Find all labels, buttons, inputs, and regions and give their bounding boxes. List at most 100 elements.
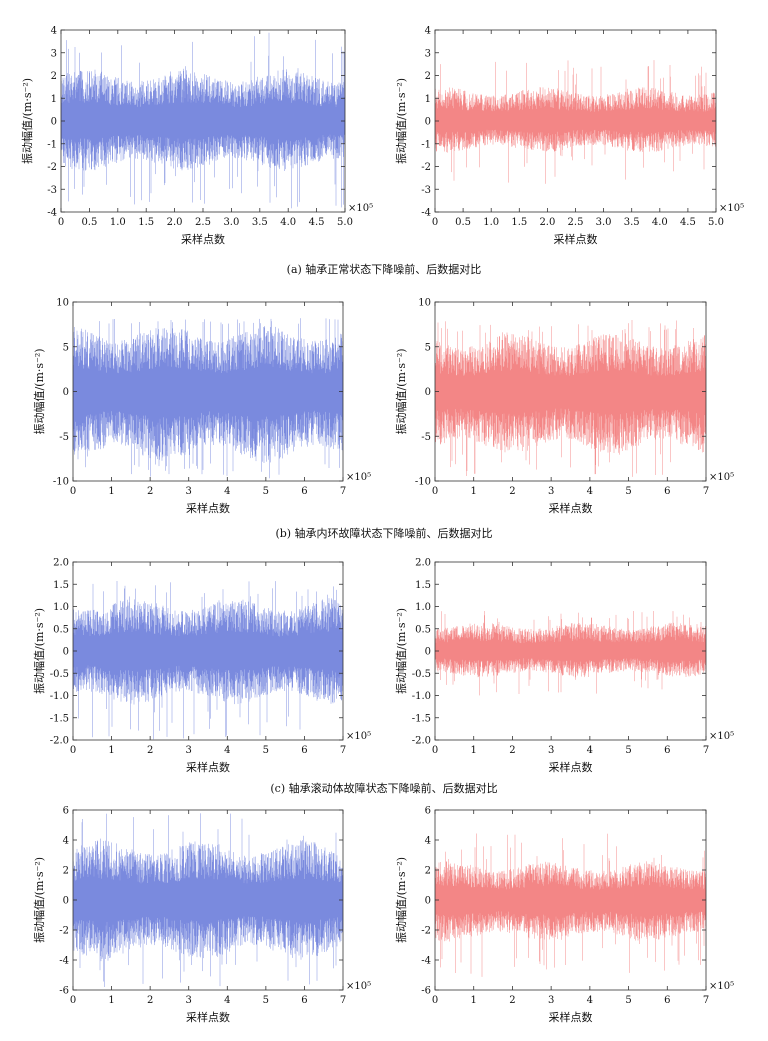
- x-tick-label: 2.5: [568, 217, 584, 228]
- x-tick-label: 0: [432, 745, 438, 756]
- y-tick-label: -2.0: [50, 736, 69, 747]
- signal-series-b-before: [73, 318, 343, 479]
- x-tick-label: 2: [147, 486, 153, 497]
- x-tick-label: 3: [548, 745, 554, 756]
- y-tick-label: -1.0: [412, 691, 431, 702]
- y-tick-label: 2: [51, 71, 57, 82]
- y-tick-label: 4: [63, 836, 69, 847]
- y-tick-label: 0: [63, 896, 69, 907]
- y-tick-label: -1.0: [50, 691, 69, 702]
- signal-series-d-before: [73, 813, 343, 987]
- y-tick-label: -6: [59, 986, 69, 997]
- chart-panel-d-before: -6 -4 -2 0 2 4 6 0 1 2 3 4 5 6 7×10⁵ 采样点数 振动幅值/(m·s⁻²): [32, 806, 371, 1025]
- y-tick-label: 4: [425, 836, 431, 847]
- x-tick-label: 4: [587, 745, 593, 756]
- x-tick-label: 5: [625, 745, 631, 756]
- caption-b: (b) 轴承内环故障状态下降噪前、后数据对比: [275, 526, 492, 540]
- x-tick-label: 2: [509, 486, 515, 497]
- x-tick-label: 0: [432, 217, 438, 228]
- y-tick-label: -4: [47, 208, 57, 219]
- x-tick-label: 7: [703, 745, 709, 756]
- y-axis-label: 振动幅值/(m·s⁻²): [394, 78, 408, 164]
- y-axis-label: 振动幅值/(m·s⁻²): [394, 608, 408, 694]
- x-tick-label: 6: [301, 745, 307, 756]
- y-tick-label: 2.0: [415, 558, 431, 569]
- chart-panel-b-after: -10 -5 0 5 10 0 1 2 3 4 5 6 7×10⁵ 采样点数 振动幅值/(m·s⁻²): [394, 298, 734, 516]
- x-tick-label: 3: [186, 486, 192, 497]
- x-tick-label: 1.0: [110, 217, 126, 228]
- x-multiplier-label: ×10⁵: [346, 981, 371, 992]
- x-tick-label: 4: [224, 745, 230, 756]
- x-tick-label: 1: [108, 995, 114, 1006]
- caption-c: (c) 轴承滚动体故障状态下降噪前、后数据对比: [270, 781, 497, 795]
- x-tick-label: 1: [471, 745, 477, 756]
- signal-series-c-before: [73, 581, 343, 740]
- x-tick-label: 1: [471, 486, 477, 497]
- y-tick-label: -1: [421, 139, 431, 150]
- y-tick-label: 0: [63, 387, 69, 398]
- y-tick-label: 0: [425, 387, 431, 398]
- x-multiplier-label: ×10⁵: [346, 472, 371, 483]
- y-tick-label: 1.0: [415, 602, 431, 613]
- y-tick-label: 1: [425, 94, 431, 105]
- y-tick-label: 1.5: [53, 580, 69, 591]
- signal-series-d-after: [435, 833, 706, 977]
- y-tick-label: -3: [421, 185, 431, 196]
- x-tick-label: 2: [509, 995, 515, 1006]
- x-tick-label: 3: [548, 995, 554, 1006]
- chart-panel-a-after: -4 -3 -2 -1 0 1 2 3 4 0 0.5 1.0 1.5 2.0 2.5 3.0 3.5 4.0 4.…: [394, 26, 744, 247]
- chart-panel-d-after: -6 -4 -2 0 2 4 6 0 1 2 3 4 5 6 7×10⁵ 采样点数 振动幅值/(m·s⁻²): [394, 806, 734, 1025]
- x-tick-label: 7: [703, 995, 709, 1006]
- x-axis-label: 采样点数: [186, 501, 230, 515]
- y-tick-label: -2: [59, 926, 69, 937]
- x-tick-label: 2.0: [539, 217, 555, 228]
- x-tick-label: 6: [664, 486, 670, 497]
- y-tick-label: 10: [56, 298, 69, 309]
- x-multiplier-label: ×10⁵: [709, 731, 734, 742]
- x-tick-label: 0: [70, 486, 76, 497]
- x-tick-label: 0: [70, 745, 76, 756]
- y-tick-label: -4: [59, 956, 69, 967]
- x-tick-label: 2.5: [195, 217, 211, 228]
- x-tick-label: 0: [432, 995, 438, 1006]
- y-tick-label: 0: [425, 117, 431, 128]
- x-tick-label: 5.0: [337, 217, 353, 228]
- y-tick-label: 2: [425, 866, 431, 877]
- x-tick-label: 6: [301, 995, 307, 1006]
- x-tick-label: 4: [587, 486, 593, 497]
- x-tick-label: 5.0: [708, 217, 724, 228]
- x-tick-label: 3.5: [624, 217, 640, 228]
- x-tick-label: 0.5: [455, 217, 471, 228]
- y-tick-label: 6: [425, 806, 431, 817]
- x-tick-label: 4.0: [280, 217, 296, 228]
- y-tick-label: 0: [425, 647, 431, 658]
- x-axis-label: 采样点数: [186, 760, 230, 774]
- signal-series-a-before: [61, 32, 345, 209]
- chart-panel-a-before: -4 -3 -2 -1 0 1 2 3 4 0 0.5 1.0 1.5 2.0 2.5 3.0 3.5 4.0 4.…: [20, 26, 373, 247]
- y-tick-label: 1: [51, 94, 57, 105]
- x-tick-label: 7: [340, 486, 346, 497]
- y-tick-label: -1: [47, 139, 57, 150]
- x-tick-label: 1: [471, 995, 477, 1006]
- y-tick-label: -4: [421, 956, 431, 967]
- x-axis-label: 采样点数: [549, 1010, 593, 1024]
- x-tick-label: 0: [70, 995, 76, 1006]
- x-tick-label: 7: [340, 995, 346, 1006]
- x-tick-label: 5: [263, 745, 269, 756]
- x-multiplier-label: ×10⁵: [348, 203, 373, 214]
- y-tick-label: -4: [421, 208, 431, 219]
- signal-series-b-after: [435, 320, 706, 477]
- signal-series-a-after: [435, 60, 716, 184]
- x-tick-label: 4: [224, 486, 230, 497]
- y-tick-label: 1.0: [53, 602, 69, 613]
- y-tick-label: -0.5: [412, 669, 431, 680]
- y-tick-label: -5: [59, 432, 69, 443]
- y-tick-label: 0.5: [415, 624, 431, 635]
- x-axis-label: 采样点数: [549, 760, 593, 774]
- y-tick-label: 0: [425, 896, 431, 907]
- y-axis-label: 振动幅值/(m·s⁻²): [32, 608, 46, 694]
- x-axis-label: 采样点数: [186, 1010, 230, 1024]
- x-tick-label: 4.5: [309, 217, 325, 228]
- x-tick-label: 2: [147, 745, 153, 756]
